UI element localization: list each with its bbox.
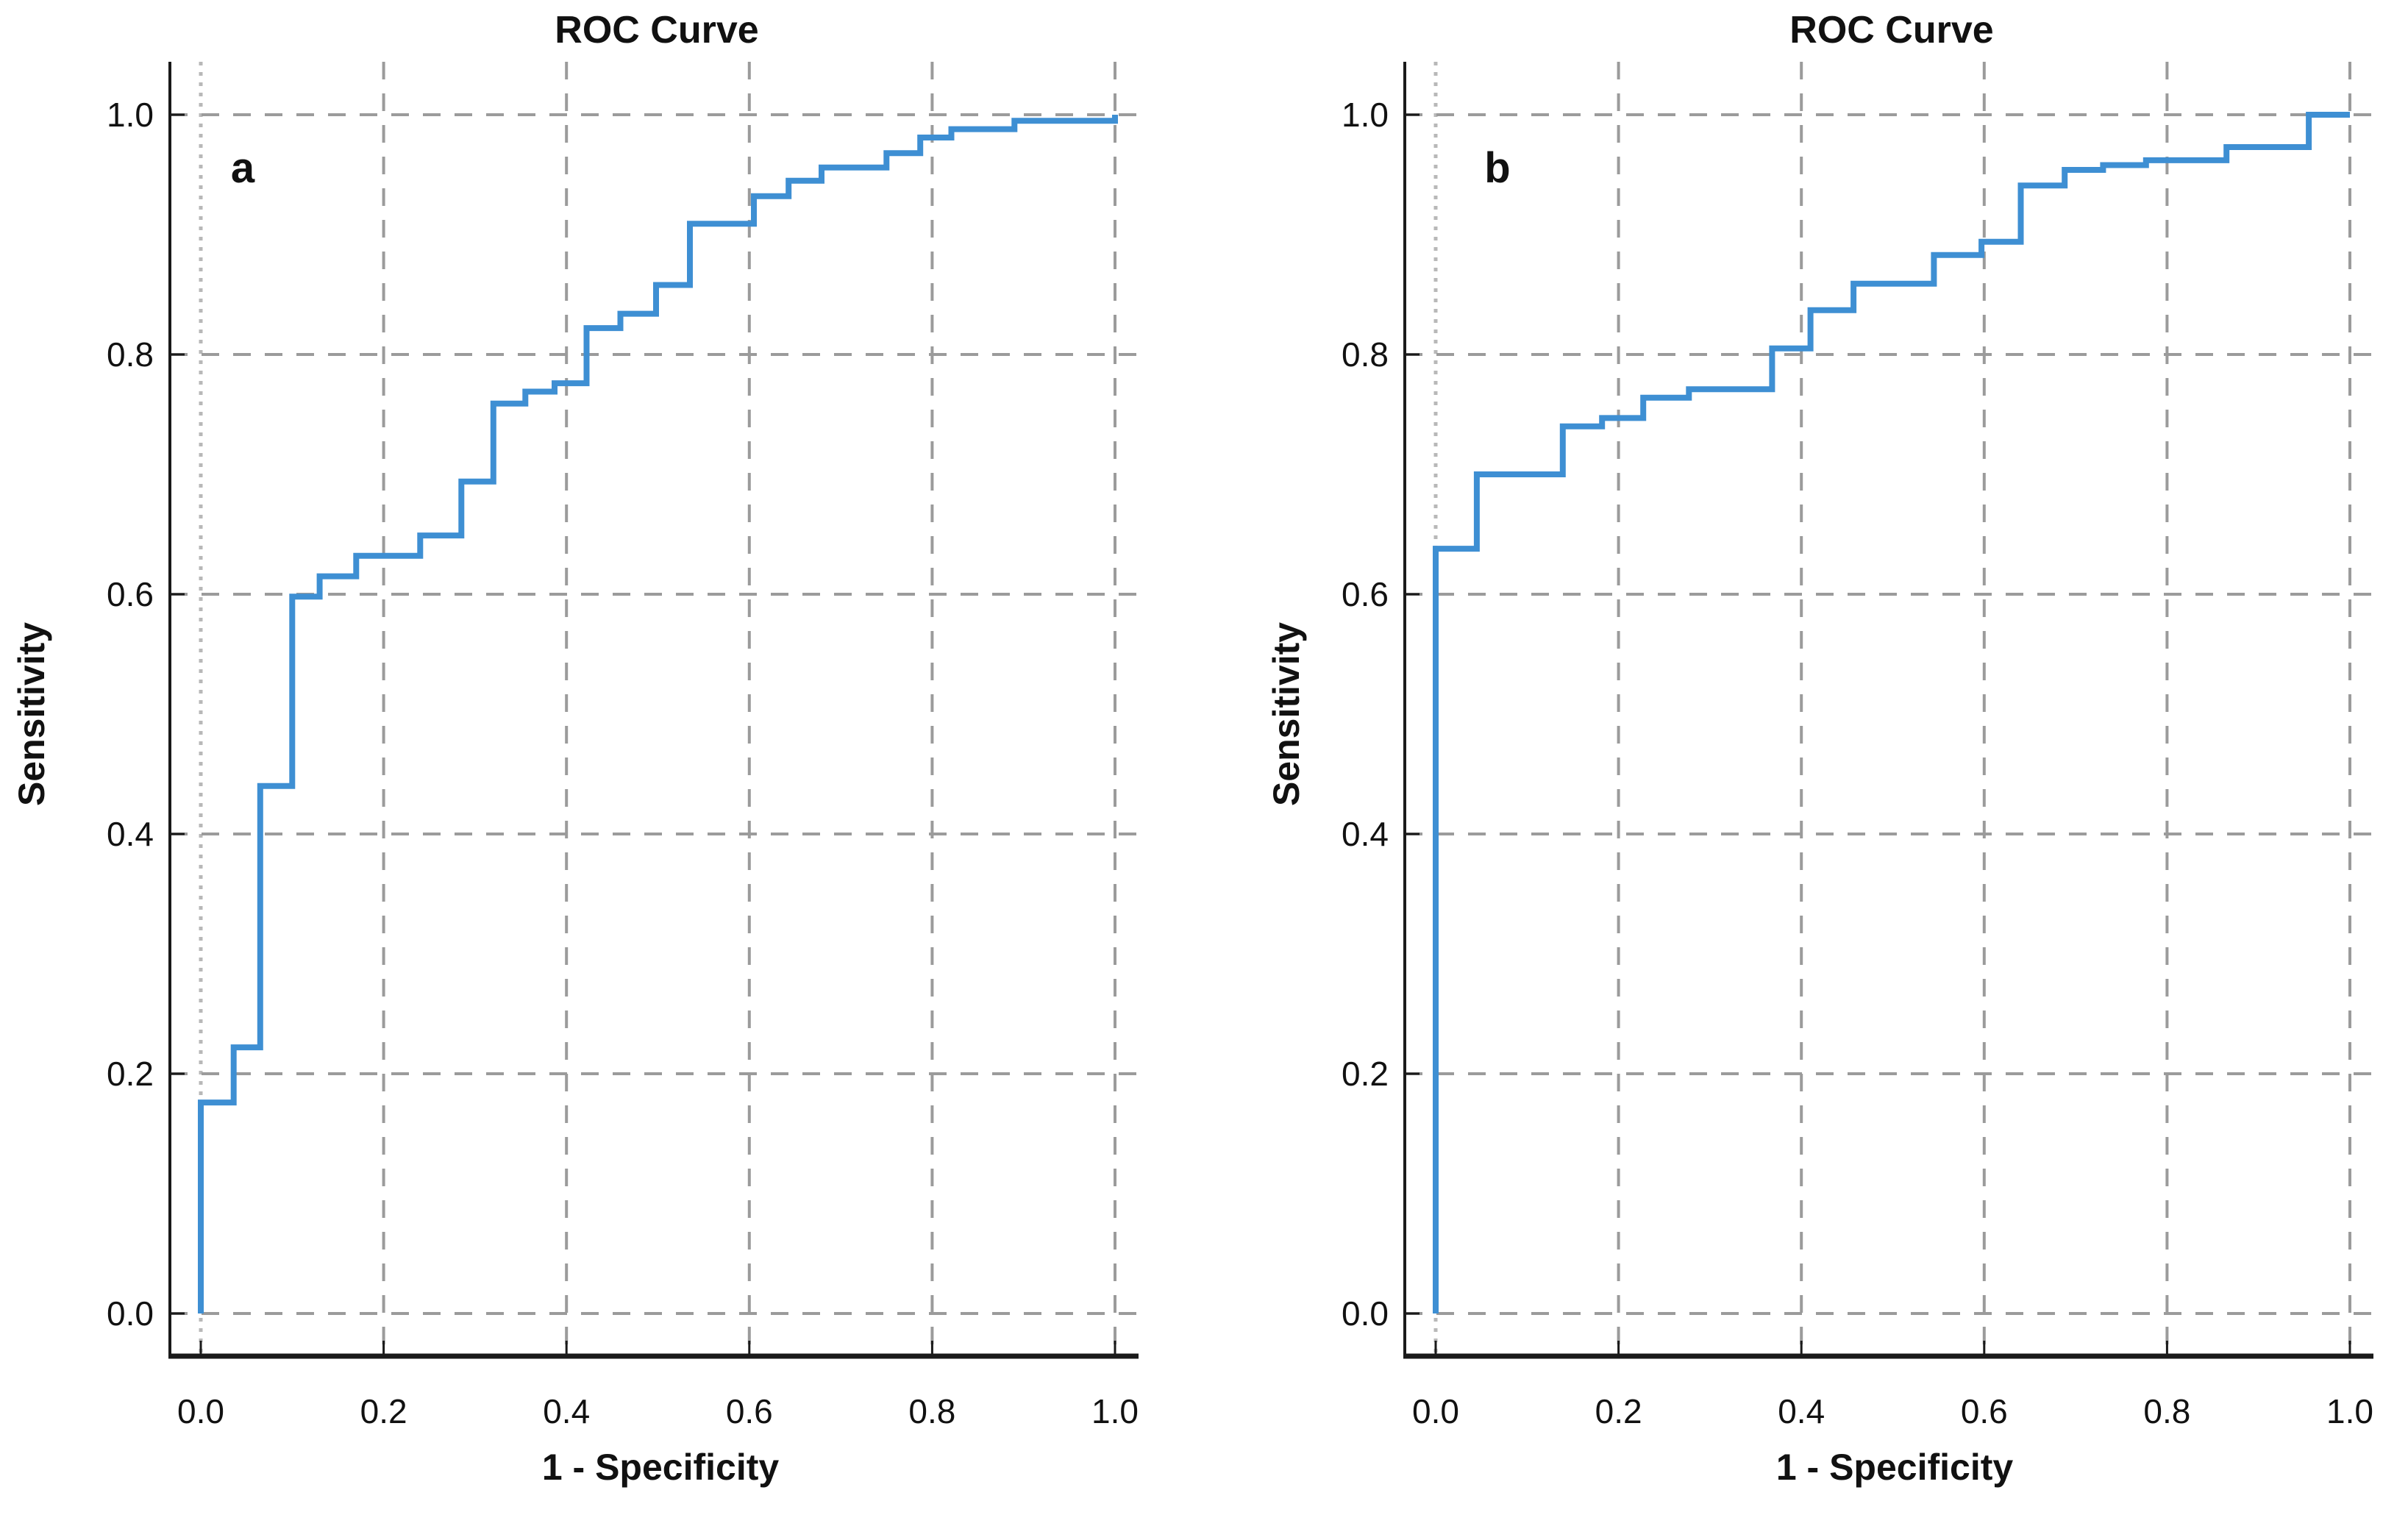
roc-panel-a: 0.0 0.2 0.4 0.6 0.8 1.0 0.0 0.2 0.4 0.6 0.8 1.0 [107, 62, 1139, 1430]
x-tick-label: 0.4 [1778, 1392, 1825, 1430]
panel-a-xlabel: 1 - Specificity [542, 1447, 780, 1488]
y-tick-label: 0.6 [1342, 575, 1389, 613]
x-tick-label: 0.2 [360, 1392, 407, 1430]
y-tick-label: 0.2 [107, 1055, 154, 1093]
y-tick-label: 1.0 [107, 96, 154, 134]
panel-b-xlabel: 1 - Specificity [1776, 1447, 2014, 1488]
y-tick-label: 0.2 [1342, 1055, 1389, 1093]
x-tick-label: 1.0 [1091, 1392, 1139, 1430]
x-tick-label: 0.0 [1412, 1392, 1459, 1430]
roc-panel-b: 0.0 0.2 0.4 0.6 0.8 1.0 0.0 0.2 0.4 0.6 0.8 1.0 [1342, 62, 2373, 1430]
x-tick-label: 0.0 [177, 1392, 224, 1430]
y-tick-label: 0.8 [107, 335, 154, 374]
roc-curve-b [1433, 112, 2350, 1313]
panel-b-ylabel: Sensitivity [1266, 622, 1307, 806]
panel-a-letter: a [231, 144, 255, 192]
y-tick-label: 0.6 [107, 575, 154, 613]
y-tick-label: 0.4 [107, 815, 154, 853]
panel-a-ylabel: Sensitivity [11, 622, 52, 806]
x-tick-label: 0.6 [726, 1392, 773, 1430]
y-tick-label: 1.0 [1342, 96, 1389, 134]
y-tick-label: 0.0 [1342, 1294, 1389, 1333]
x-tick-label: 1.0 [2326, 1392, 2373, 1430]
y-tick-label: 0.8 [1342, 335, 1389, 374]
x-tick-label: 0.4 [543, 1392, 590, 1430]
x-tick-label: 0.6 [1961, 1392, 2008, 1430]
panel-a-title: ROC Curve [555, 9, 758, 51]
y-tick-label: 0.0 [107, 1294, 154, 1333]
x-tick-label: 0.8 [2143, 1392, 2190, 1430]
x-tick-label: 0.2 [1595, 1392, 1642, 1430]
x-tick-label: 0.8 [908, 1392, 955, 1430]
panel-b-letter: b [1484, 144, 1510, 192]
roc-curve-a [198, 115, 1118, 1313]
y-tick-label: 0.4 [1342, 815, 1389, 853]
panel-b-title: ROC Curve [1789, 9, 1993, 51]
